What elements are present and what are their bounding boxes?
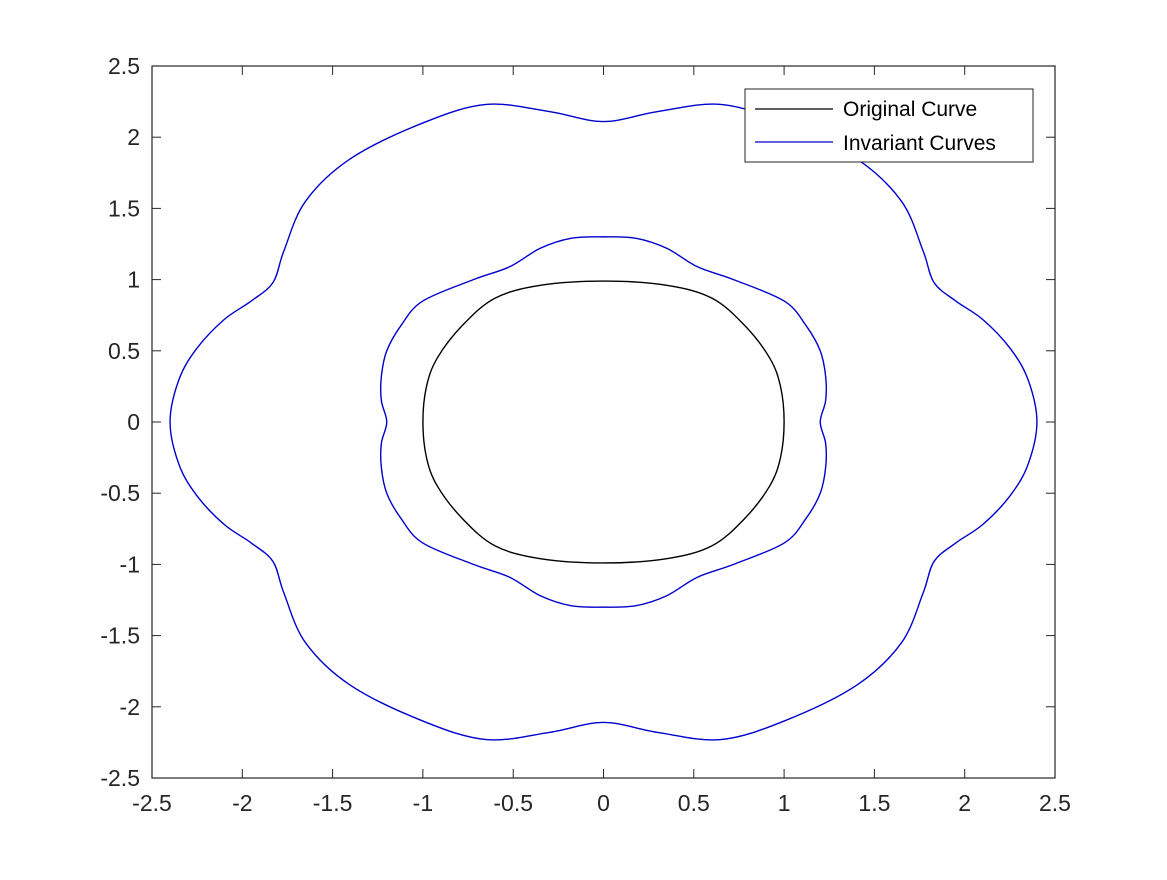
- x-tick-label: -2.5: [132, 790, 172, 816]
- y-tick-label: -0.5: [100, 480, 140, 506]
- y-tick-label: 2: [127, 124, 140, 150]
- legend-label-invariant-curves: Invariant Curves: [843, 132, 996, 155]
- legend-box: [744, 88, 1034, 163]
- y-tick-label: 2.5: [108, 53, 140, 79]
- x-tick-label: 2.5: [1039, 790, 1071, 816]
- y-tick-label: -2: [120, 694, 140, 720]
- axes-box: [151, 65, 1056, 779]
- y-tick-label: 0.5: [108, 338, 140, 364]
- y-tick-label: 1: [127, 267, 140, 293]
- x-tick-label: 2: [958, 790, 971, 816]
- curve-1: [422, 280, 785, 564]
- x-tick-label: 0.5: [678, 790, 710, 816]
- x-tick-labels: -2.5 -2 -1.5 -1 -0.5 0 0.5 1 1.5 2 2.5: [132, 790, 1071, 816]
- x-tick-label: -1: [413, 790, 433, 816]
- x-tick-label: 1: [778, 790, 791, 816]
- x-tick-label: -2: [232, 790, 252, 816]
- x-tick-label: 0: [597, 790, 610, 816]
- x-tick-label: -0.5: [493, 790, 533, 816]
- x-tick-label: -1.5: [313, 790, 353, 816]
- legend: Original Curve Invariant Curves: [744, 88, 1034, 163]
- axes-background: [152, 66, 1055, 778]
- y-tick-label: -1.5: [100, 623, 140, 649]
- y-tick-label: 0: [127, 409, 140, 435]
- y-tick-labels: -2.5 -2 -1.5 -1 -0.5 0 0.5 1 1.5 2 2.5: [100, 53, 140, 791]
- x-tick-label: 1.5: [858, 790, 890, 816]
- legend-label-original-curve: Original Curve: [843, 98, 977, 121]
- y-tick-label: 1.5: [108, 195, 140, 221]
- curve-2: [379, 236, 828, 608]
- y-tick-label: -2.5: [100, 765, 140, 791]
- y-tick-label: -1: [120, 551, 140, 577]
